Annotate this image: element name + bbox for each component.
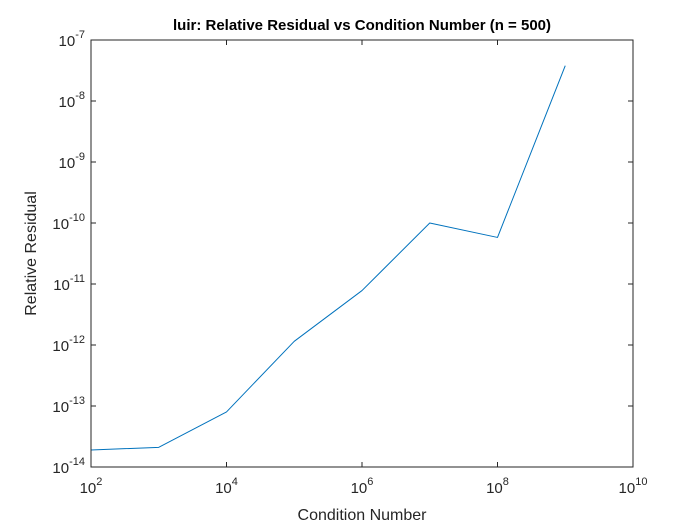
y-tick-label: 10-13 (52, 395, 85, 416)
data-point (158, 447, 159, 448)
y-tick-base: 10 (59, 155, 76, 172)
y-tick-base: 10 (53, 277, 70, 294)
data-point (361, 290, 362, 291)
x-tick-exponent: 6 (367, 476, 373, 488)
x-tick-label: 102 (80, 476, 103, 497)
x-tick-exponent: 10 (635, 476, 647, 488)
y-tick-exponent: -8 (75, 90, 85, 102)
y-tick-base: 10 (59, 94, 76, 111)
y-tick-base: 10 (52, 216, 69, 233)
data-point (294, 341, 295, 342)
data-point (226, 411, 227, 412)
x-tick-exponent: 2 (96, 476, 102, 488)
y-tick-base: 10 (52, 399, 69, 416)
data-point (565, 65, 566, 66)
x-tick-label: 108 (486, 476, 509, 497)
x-tick-base: 10 (215, 480, 232, 497)
y-tick-exponent: -9 (75, 151, 85, 163)
plot-area (91, 40, 633, 467)
y-tick-label: 10-14 (52, 456, 85, 477)
x-tick-exponent: 4 (232, 476, 238, 488)
y-tick-label: 10-11 (53, 273, 85, 294)
x-axis-label: Condition Number (298, 507, 428, 524)
data-point (497, 237, 498, 238)
y-tick-label: 10-12 (52, 334, 85, 355)
x-tick-base: 10 (486, 480, 503, 497)
data-point (429, 222, 430, 223)
y-tick-label: 10-8 (59, 90, 85, 111)
y-axis-label: Relative Residual (23, 191, 40, 316)
x-tick-base: 10 (619, 480, 636, 497)
y-tick-base: 10 (52, 460, 69, 477)
y-tick-exponent: -14 (69, 456, 85, 468)
y-tick-exponent: -11 (70, 273, 85, 285)
series-line (90, 65, 566, 451)
y-tick-exponent: -7 (75, 29, 85, 41)
y-tick-exponent: -13 (69, 395, 85, 407)
y-tick-label: 10-10 (52, 212, 85, 233)
y-tick-label: 10-7 (59, 29, 85, 50)
chart-title: luir: Relative Residual vs Condition Num… (173, 17, 551, 34)
x-tick-label: 106 (351, 476, 374, 497)
series-layer (90, 65, 566, 451)
y-tick-base: 10 (52, 338, 69, 355)
y-tick-exponent: -12 (69, 334, 85, 346)
x-axis: 102 104 106 108 1010 (80, 40, 648, 497)
x-tick-base: 10 (351, 480, 368, 497)
y-tick-exponent: -10 (69, 212, 85, 224)
x-tick-label: 104 (215, 476, 238, 497)
x-tick-exponent: 8 (503, 476, 509, 488)
y-tick-label: 10-9 (59, 151, 85, 172)
x-tick-base: 10 (80, 480, 97, 497)
x-tick-label: 1010 (619, 476, 648, 497)
y-tick-base: 10 (59, 33, 76, 50)
